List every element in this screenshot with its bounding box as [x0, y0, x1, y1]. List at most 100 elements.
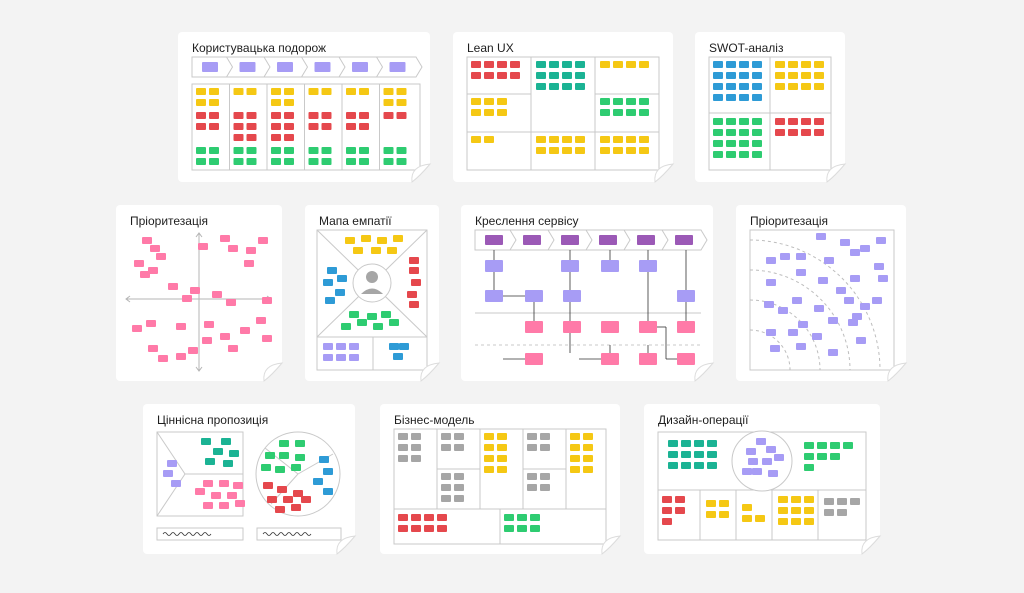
template-card-journey[interactable]: Користувацька подорож — [178, 32, 432, 183]
sticky-note — [536, 136, 546, 143]
sticky-note — [171, 480, 181, 487]
sticky-note — [626, 147, 636, 154]
sticky-note — [561, 260, 579, 272]
sticky-note — [706, 500, 716, 507]
sticky-note — [246, 112, 257, 119]
template-card-empathy-map[interactable]: Мапа емпатії — [305, 205, 441, 382]
sticky-note — [284, 134, 294, 141]
sticky-note — [742, 515, 752, 522]
sticky-note — [396, 147, 407, 154]
sticky-note — [188, 347, 198, 354]
sticky-note — [812, 333, 822, 340]
sticky-note — [275, 466, 285, 473]
template-card-business-model[interactable]: Бізнес-модель — [380, 404, 622, 555]
template-card-swot[interactable]: SWOT-аналіз — [695, 32, 847, 183]
page-curl — [861, 535, 882, 555]
sticky-note — [284, 88, 294, 95]
sticky-note — [283, 496, 293, 503]
sticky-note — [549, 136, 559, 143]
sticky-note — [837, 509, 847, 516]
empathy-map-board — [316, 229, 441, 382]
page-curl — [654, 163, 675, 183]
stage-bar — [474, 229, 708, 251]
board-line — [156, 473, 186, 517]
sticky-note — [639, 136, 649, 143]
sticky-note — [337, 275, 347, 282]
template-card-prioritization-radial[interactable]: Пріоритезація — [736, 205, 908, 382]
sticky-note — [497, 72, 507, 79]
sticky-note — [454, 495, 464, 502]
sticky-note — [148, 267, 158, 274]
sticky-note — [383, 147, 394, 154]
sticky-note — [349, 354, 359, 361]
sticky-note — [675, 507, 685, 514]
sticky-note — [726, 61, 736, 68]
sticky-note — [816, 233, 826, 240]
sticky-note — [856, 337, 866, 344]
sticky-note — [850, 249, 860, 256]
template-card-service-blueprint[interactable]: Креслення сервісу — [461, 205, 715, 382]
sticky-note — [764, 301, 774, 308]
sticky-note — [562, 147, 572, 154]
stage-divider — [509, 229, 517, 251]
sticky-note — [707, 440, 717, 447]
sticky-note — [409, 257, 419, 264]
sticky-note — [613, 109, 623, 116]
sticky-note — [681, 462, 691, 469]
sticky-note — [212, 291, 222, 298]
sticky-note — [484, 72, 494, 79]
template-title: Користувацька подорож — [192, 41, 327, 55]
sticky-note — [726, 118, 736, 125]
sticky-note — [804, 442, 814, 449]
sticky-note — [211, 492, 221, 499]
sticky-note — [471, 98, 481, 105]
sticky-note — [752, 140, 762, 147]
sticky-note — [562, 83, 572, 90]
template-card-design-ops[interactable]: Дизайн-операції — [644, 404, 882, 555]
sticky-note — [228, 245, 238, 252]
sticky-note — [454, 473, 464, 480]
sticky-note — [824, 498, 834, 505]
template-card-prioritization-matrix[interactable]: Пріоритезація — [116, 205, 284, 382]
sticky-note — [396, 112, 407, 119]
sticky-note — [600, 147, 610, 154]
sticky-note — [748, 458, 758, 465]
sticky-note — [719, 500, 729, 507]
sticky-note — [788, 83, 798, 90]
sticky-note — [345, 237, 355, 244]
sticky-note — [713, 61, 723, 68]
sticky-note — [713, 140, 723, 147]
sticky-note — [766, 329, 776, 336]
stage-divider — [263, 56, 271, 78]
template-card-lean-ux[interactable]: Lean UX — [453, 32, 675, 183]
template-title: Пріоритезація — [130, 214, 208, 228]
axis-arrow — [195, 366, 203, 372]
sticky-note — [525, 290, 543, 302]
sticky-note — [517, 514, 527, 521]
sticky-note — [195, 488, 205, 495]
persona-icon — [361, 288, 383, 294]
sticky-note — [814, 129, 824, 136]
sticky-note — [396, 158, 407, 165]
sticky-note — [814, 118, 824, 125]
sticky-note — [239, 62, 256, 72]
sticky-note — [441, 444, 451, 451]
sticky-note — [788, 72, 798, 79]
template-card-value-proposition[interactable]: Ціннісна пропозиція — [143, 404, 357, 555]
sticky-note — [860, 303, 870, 310]
sticky-note — [377, 237, 387, 244]
sticky-note — [196, 99, 206, 106]
sticky-note — [325, 297, 335, 304]
sticky-note — [872, 297, 882, 304]
sticky-note — [233, 134, 244, 141]
sticky-note — [775, 61, 785, 68]
sticky-note — [752, 151, 762, 158]
sticky-note — [284, 158, 294, 165]
sticky-note — [768, 470, 778, 477]
sticky-note — [383, 99, 394, 106]
sticky-note — [796, 269, 806, 276]
sticky-note — [742, 504, 752, 511]
sticky-note — [878, 275, 888, 282]
sticky-note — [570, 466, 580, 473]
sticky-note — [600, 109, 610, 116]
